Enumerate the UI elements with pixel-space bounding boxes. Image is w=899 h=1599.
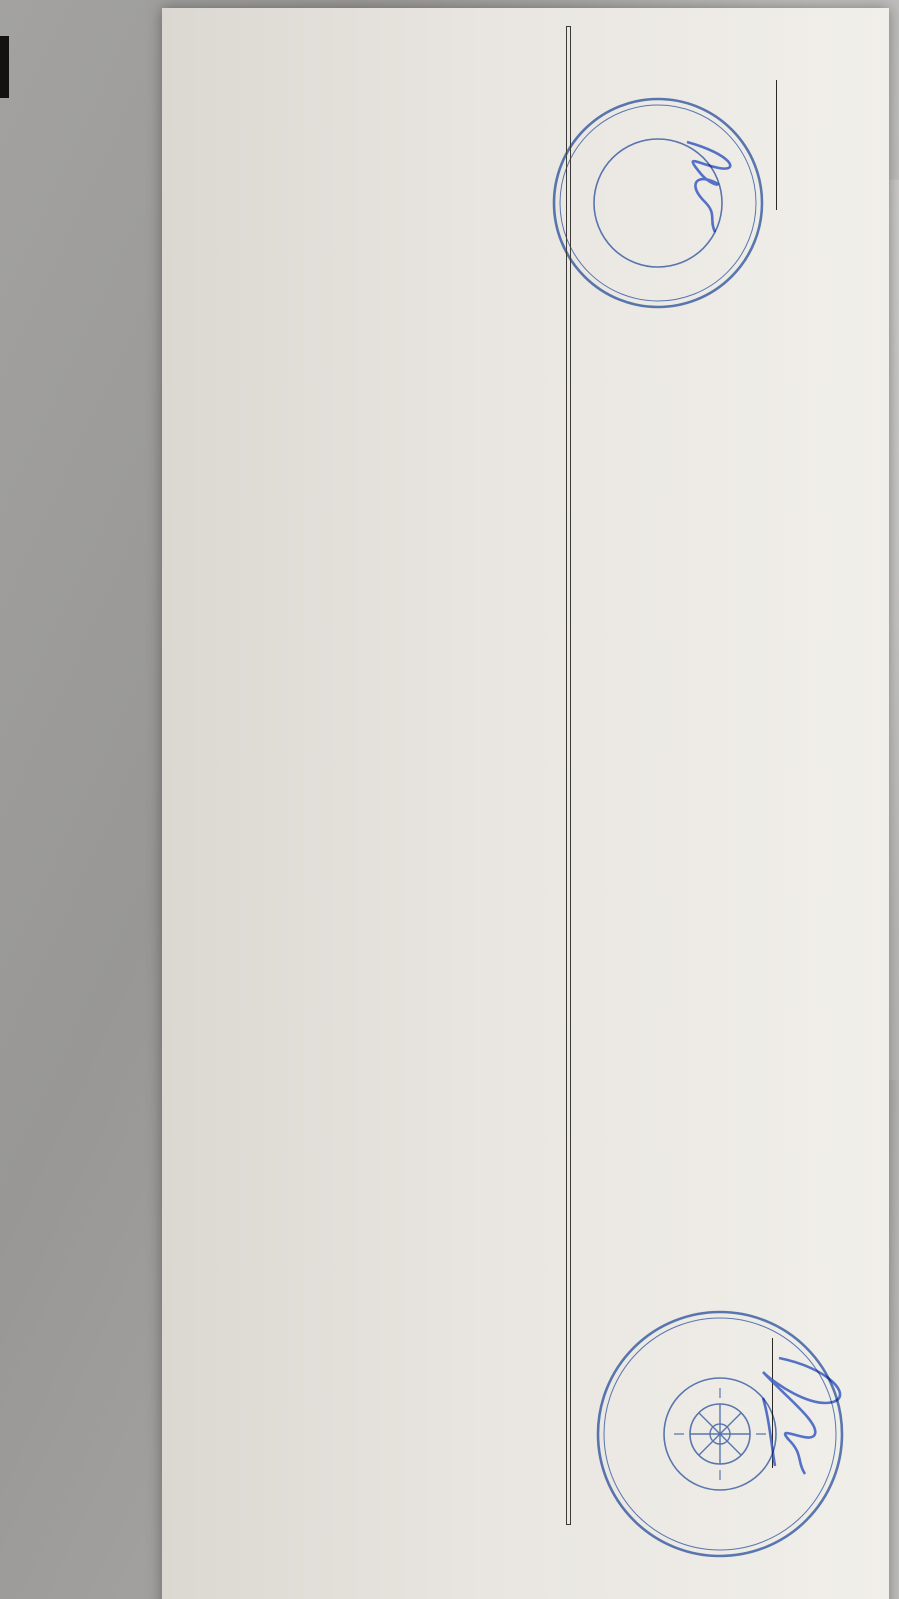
menu-table-wrap xyxy=(566,26,571,1525)
round-stamp-right xyxy=(596,1310,844,1558)
signature-line-left xyxy=(770,80,793,210)
approval-left-block xyxy=(770,80,793,210)
title-block xyxy=(755,298,763,1318)
document-page xyxy=(162,8,889,1599)
round-stamp-left xyxy=(552,97,764,309)
stamp-emblem xyxy=(674,1388,766,1480)
background-object xyxy=(0,36,9,98)
